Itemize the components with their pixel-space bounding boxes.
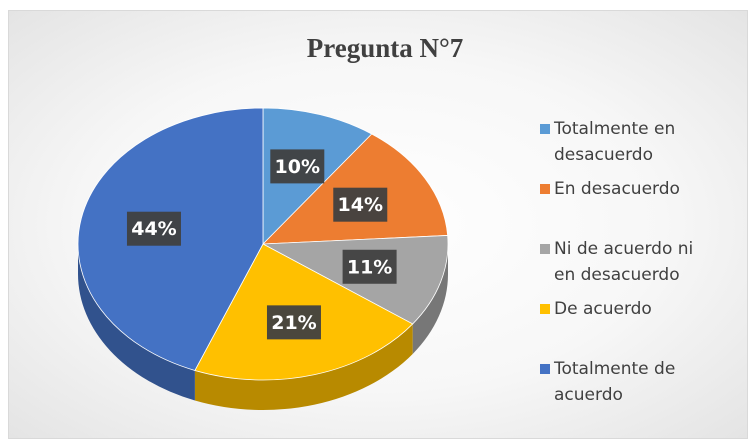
pie-sides xyxy=(78,244,448,410)
data-label-box xyxy=(266,305,321,340)
data-label: 11% xyxy=(347,256,392,278)
data-label: 44% xyxy=(131,218,176,240)
legend-label: Totalmente de acuerdo xyxy=(554,359,676,405)
legend-label: En desacuerdo xyxy=(554,179,680,199)
data-label-box xyxy=(342,249,397,284)
legend-swatch xyxy=(540,364,550,374)
legend-item: De acuerdo xyxy=(540,296,710,356)
data-label-box xyxy=(270,149,325,184)
legend-swatch xyxy=(540,124,550,134)
data-label: 14% xyxy=(338,194,383,216)
data-label-box xyxy=(126,211,181,246)
data-label: 10% xyxy=(275,156,320,178)
slice-side xyxy=(194,323,413,410)
legend-item: Ni de acuerdo ni en desacuerdo xyxy=(540,236,710,296)
legend-label: De acuerdo xyxy=(554,299,652,319)
legend-item: En desacuerdo xyxy=(540,176,710,236)
slice-side xyxy=(412,244,448,354)
data-label: 21% xyxy=(271,312,316,334)
legend-item: Totalmente de acuerdo xyxy=(540,356,710,416)
slice-side xyxy=(78,244,195,401)
legend-swatch xyxy=(540,304,550,314)
chart-title: Pregunta N°7 xyxy=(307,33,464,63)
legend-label: Ni de acuerdo ni en desacuerdo xyxy=(554,239,694,285)
legend-swatch xyxy=(540,244,550,254)
legend-label: Totalmente en desacuerdo xyxy=(554,119,676,165)
data-labels: 10% 14% 11% 21% 44% xyxy=(126,149,397,340)
legend-item: Totalmente en desacuerdo xyxy=(540,116,710,176)
legend-swatch xyxy=(540,184,550,194)
data-label-box xyxy=(333,187,388,222)
legend: Totalmente en desacuerdo En desacuerdo Ni … xyxy=(540,116,710,416)
